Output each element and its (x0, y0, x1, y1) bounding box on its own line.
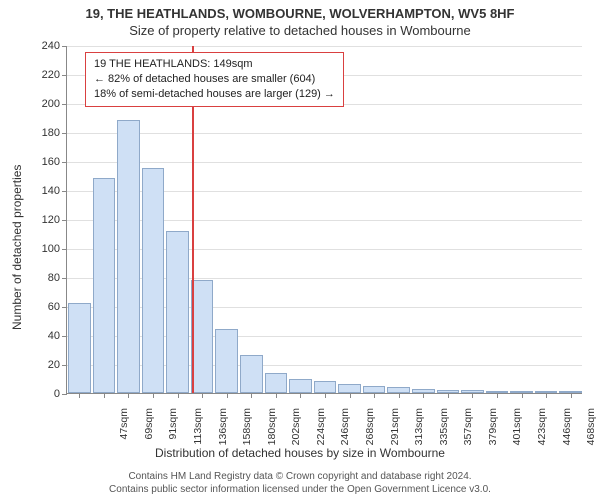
y-tick-mark (62, 191, 67, 192)
y-tick-label: 160 (24, 156, 60, 168)
x-tick-label: 446sqm (561, 408, 573, 456)
y-axis-title: Number of detached properties (10, 165, 24, 330)
x-tick-label: 158sqm (241, 408, 253, 456)
x-tick-mark (472, 393, 473, 398)
info-box: 19 THE HEATHLANDS: 149sqm← 82% of detach… (85, 52, 344, 107)
histogram-bar (265, 373, 288, 393)
y-tick-mark (62, 46, 67, 47)
y-tick-mark (62, 307, 67, 308)
x-tick-mark (350, 393, 351, 398)
y-tick-mark (62, 278, 67, 279)
x-tick-mark (227, 393, 228, 398)
x-tick-label: 113sqm (192, 408, 204, 456)
x-tick-mark (202, 393, 203, 398)
x-tick-mark (522, 393, 523, 398)
x-tick-label: 246sqm (339, 408, 351, 456)
x-tick-mark (251, 393, 252, 398)
y-tick-label: 80 (24, 272, 60, 284)
y-tick-mark (62, 336, 67, 337)
histogram-bar (338, 384, 361, 393)
x-tick-mark (104, 393, 105, 398)
y-tick-mark (62, 220, 67, 221)
chart-subtitle: Size of property relative to detached ho… (0, 21, 600, 38)
x-tick-mark (153, 393, 154, 398)
y-tick-mark (62, 365, 67, 366)
histogram-bar (142, 168, 165, 393)
gridline (67, 133, 582, 134)
y-tick-label: 180 (24, 127, 60, 139)
histogram-bar (314, 381, 337, 393)
x-tick-label: 136sqm (217, 408, 229, 456)
x-tick-label: 335sqm (438, 408, 450, 456)
x-tick-label: 268sqm (364, 408, 376, 456)
y-tick-label: 60 (24, 301, 60, 313)
y-tick-mark (62, 133, 67, 134)
histogram-bar (363, 386, 386, 393)
x-tick-mark (571, 393, 572, 398)
x-tick-label: 379sqm (487, 408, 499, 456)
y-tick-label: 200 (24, 98, 60, 110)
info-box-line2: ← 82% of detached houses are smaller (60… (94, 72, 335, 87)
histogram-bar (68, 303, 91, 393)
y-tick-mark (62, 249, 67, 250)
y-tick-label: 240 (24, 40, 60, 52)
y-tick-mark (62, 75, 67, 76)
y-tick-label: 120 (24, 214, 60, 226)
y-tick-label: 140 (24, 185, 60, 197)
histogram-bar (289, 379, 312, 394)
gridline (67, 162, 582, 163)
x-tick-label: 423sqm (536, 408, 548, 456)
x-tick-label: 357sqm (462, 408, 474, 456)
x-tick-mark (178, 393, 179, 398)
histogram-bar (117, 120, 140, 393)
attribution-line1: Contains HM Land Registry data © Crown c… (0, 470, 600, 483)
x-tick-mark (448, 393, 449, 398)
plot-area: 19 THE HEATHLANDS: 149sqm← 82% of detach… (66, 46, 582, 394)
histogram-bar (93, 178, 116, 393)
chart-title-address: 19, THE HEATHLANDS, WOMBOURNE, WOLVERHAM… (0, 0, 600, 21)
y-tick-label: 0 (24, 388, 60, 400)
x-tick-label: 47sqm (118, 408, 130, 456)
x-tick-label: 468sqm (585, 408, 597, 456)
y-tick-label: 20 (24, 359, 60, 371)
x-tick-label: 69sqm (143, 408, 155, 456)
x-tick-mark (128, 393, 129, 398)
x-tick-mark (276, 393, 277, 398)
y-tick-label: 40 (24, 330, 60, 342)
histogram-bar (215, 329, 238, 393)
x-tick-label: 224sqm (315, 408, 327, 456)
y-tick-mark (62, 162, 67, 163)
x-tick-mark (399, 393, 400, 398)
x-tick-mark (374, 393, 375, 398)
x-tick-mark (546, 393, 547, 398)
info-box-line1: 19 THE HEATHLANDS: 149sqm (94, 57, 335, 72)
x-tick-mark (79, 393, 80, 398)
histogram-bar (166, 231, 189, 393)
x-tick-label: 401sqm (511, 408, 523, 456)
y-tick-label: 100 (24, 243, 60, 255)
gridline (67, 46, 582, 47)
x-tick-mark (423, 393, 424, 398)
x-tick-label: 180sqm (266, 408, 278, 456)
y-tick-label: 220 (24, 69, 60, 81)
x-tick-label: 313sqm (413, 408, 425, 456)
x-tick-label: 91sqm (167, 408, 179, 456)
info-box-line3: 18% of semi-detached houses are larger (… (94, 87, 335, 102)
y-tick-mark (62, 394, 67, 395)
attribution: Contains HM Land Registry data © Crown c… (0, 470, 600, 496)
y-tick-mark (62, 104, 67, 105)
x-tick-mark (497, 393, 498, 398)
x-tick-label: 291sqm (389, 408, 401, 456)
x-tick-label: 202sqm (290, 408, 302, 456)
histogram-bar (240, 355, 263, 393)
x-tick-mark (325, 393, 326, 398)
x-tick-mark (300, 393, 301, 398)
attribution-line2: Contains public sector information licen… (0, 483, 600, 496)
